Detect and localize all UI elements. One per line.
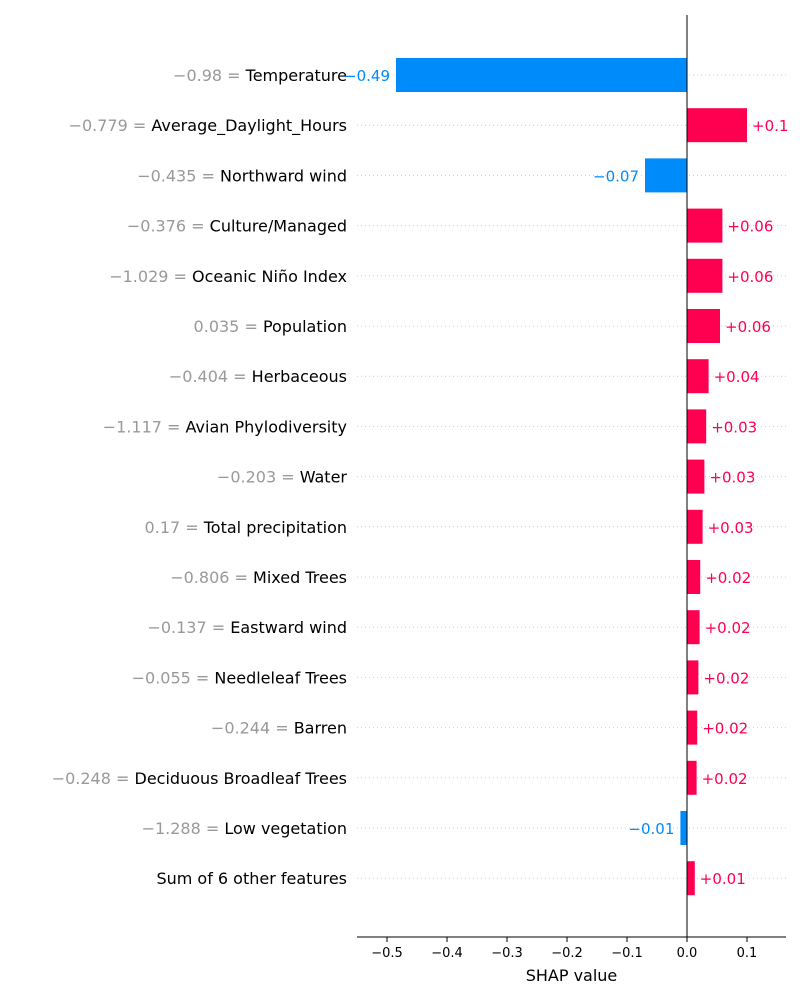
feature-value: −0.137 = — [147, 618, 230, 637]
feature-value: −0.98 = — [173, 66, 246, 85]
feature-name: Water — [300, 468, 348, 487]
feature-name: Sum of 6 other features — [156, 869, 347, 888]
feature-label: −0.806 = Mixed Trees — [170, 568, 347, 587]
x-tick-label: 0.0 — [677, 946, 698, 961]
feature-value: −0.376 = — [127, 217, 210, 236]
feature-name: Average_Daylight_Hours — [151, 116, 347, 136]
feature-value: −0.435 = — [137, 166, 220, 185]
shap-bar — [687, 359, 709, 394]
shap-bar — [687, 760, 697, 795]
shap-bar — [687, 108, 747, 143]
feature-label: 0.035 = Population — [194, 317, 347, 336]
feature-name: Deciduous Broadleaf Trees — [135, 769, 348, 788]
feature-name: Northward wind — [220, 166, 347, 185]
shap-bar — [687, 208, 723, 243]
shap-bar — [687, 459, 705, 494]
x-tick-label: −0.5 — [371, 946, 403, 961]
shap-bar — [687, 660, 699, 695]
bar-value-label: +0.02 — [702, 720, 748, 738]
feature-value: 0.035 = — [194, 317, 263, 336]
feature-value: 0.17 = — [145, 518, 204, 537]
feature-label: −0.248 = Deciduous Broadleaf Trees — [52, 769, 347, 788]
x-tick-label: −0.1 — [611, 946, 643, 961]
bar-value-label: −0.49 — [344, 67, 390, 85]
x-tick-label: 0.1 — [737, 946, 758, 961]
bar-value-label: +0.02 — [702, 770, 748, 788]
feature-value: −1.117 = — [103, 417, 186, 436]
feature-name: Temperature — [245, 66, 347, 85]
x-axis-label: SHAP value — [526, 966, 618, 985]
feature-label: −0.203 = Water — [217, 468, 348, 487]
shap-bar — [687, 610, 700, 645]
feature-name: Needleleaf Trees — [214, 668, 347, 687]
shap-bar — [645, 158, 687, 193]
shap-bar — [687, 509, 703, 544]
bar-value-label: +0.03 — [708, 519, 754, 537]
bar-value-label: +0.06 — [727, 268, 773, 286]
bar-value-label: +0.06 — [725, 318, 771, 336]
feature-name: Barren — [294, 719, 347, 738]
bar-value-label: +0.02 — [703, 669, 749, 687]
feature-value: −0.248 = — [52, 769, 135, 788]
feature-name: Herbaceous — [252, 367, 347, 386]
feature-name: Avian Phylodiversity — [186, 417, 347, 436]
shap-bar — [687, 258, 723, 293]
x-tick-label: −0.4 — [431, 946, 463, 961]
feature-name: Population — [263, 317, 347, 336]
bar-value-label: +0.02 — [705, 569, 751, 587]
shap-bar — [687, 861, 695, 896]
feature-label: Sum of 6 other features — [156, 869, 347, 888]
feature-name: Low vegetation — [224, 819, 347, 838]
feature-label: −0.244 = Barren — [211, 719, 347, 738]
feature-name: Oceanic Niño Index — [192, 267, 347, 286]
bar-value-label: +0.01 — [700, 870, 746, 888]
x-tick-label: −0.2 — [551, 946, 583, 961]
bar-value-label: −0.01 — [628, 820, 674, 838]
feature-label: −0.404 = Herbaceous — [169, 367, 347, 386]
feature-label: −0.137 = Eastward wind — [147, 618, 347, 637]
x-tick-label: −0.3 — [491, 946, 523, 961]
bar-value-label: −0.07 — [593, 167, 639, 185]
feature-label: −0.376 = Culture/Managed — [127, 217, 347, 236]
feature-label: −0.98 = Temperature — [173, 66, 347, 85]
feature-value: −0.806 = — [170, 568, 253, 587]
feature-value: −0.779 = — [69, 116, 152, 135]
shap-bar — [687, 309, 720, 343]
bar-value-labels: −0.49 +0.1 −0.07 +0.06 +0.06 +0.06 +0.04 +0.03 +… — [344, 67, 788, 888]
feature-label: −0.435 = Northward wind — [137, 166, 347, 185]
shap-bar — [680, 811, 687, 845]
bar-value-label: +0.1 — [752, 117, 788, 135]
feature-labels: −0.98 = Temperature −0.779 = Average_Dayl… — [52, 66, 348, 888]
feature-label: −0.055 = Needleleaf Trees — [132, 668, 347, 687]
feature-name: Eastward wind — [230, 618, 347, 637]
feature-label: −1.117 = Avian Phylodiversity — [103, 417, 347, 436]
feature-label: −1.288 = Low vegetation — [142, 819, 347, 838]
feature-label: 0.17 = Total precipitation — [145, 518, 347, 537]
shap-bar — [396, 58, 687, 92]
bar-value-label: +0.03 — [709, 469, 755, 487]
feature-label: −1.029 = Oceanic Niño Index — [109, 267, 347, 286]
feature-value: −0.055 = — [132, 668, 215, 687]
bars — [396, 58, 747, 896]
feature-value: −0.203 = — [217, 468, 300, 487]
feature-name: Culture/Managed — [210, 217, 347, 236]
shap-bar — [687, 710, 698, 745]
shap-bar — [687, 409, 707, 444]
bar-value-label: +0.02 — [705, 619, 751, 637]
bar-value-label: +0.04 — [714, 368, 760, 386]
feature-label: −0.779 = Average_Daylight_Hours — [69, 116, 347, 136]
feature-name: Total precipitation — [203, 518, 347, 537]
x-axis: −0.5 −0.4 −0.3 −0.2 −0.1 0.0 0.1 — [357, 936, 786, 961]
feature-value: −1.288 = — [142, 819, 225, 838]
feature-value: −0.404 = — [169, 367, 252, 386]
shap-bar — [687, 560, 701, 594]
bar-value-label: +0.03 — [711, 418, 757, 436]
feature-value: −0.244 = — [211, 719, 294, 738]
bar-value-label: +0.06 — [727, 218, 773, 236]
feature-name: Mixed Trees — [253, 568, 347, 587]
feature-value: −1.029 = — [109, 267, 192, 286]
